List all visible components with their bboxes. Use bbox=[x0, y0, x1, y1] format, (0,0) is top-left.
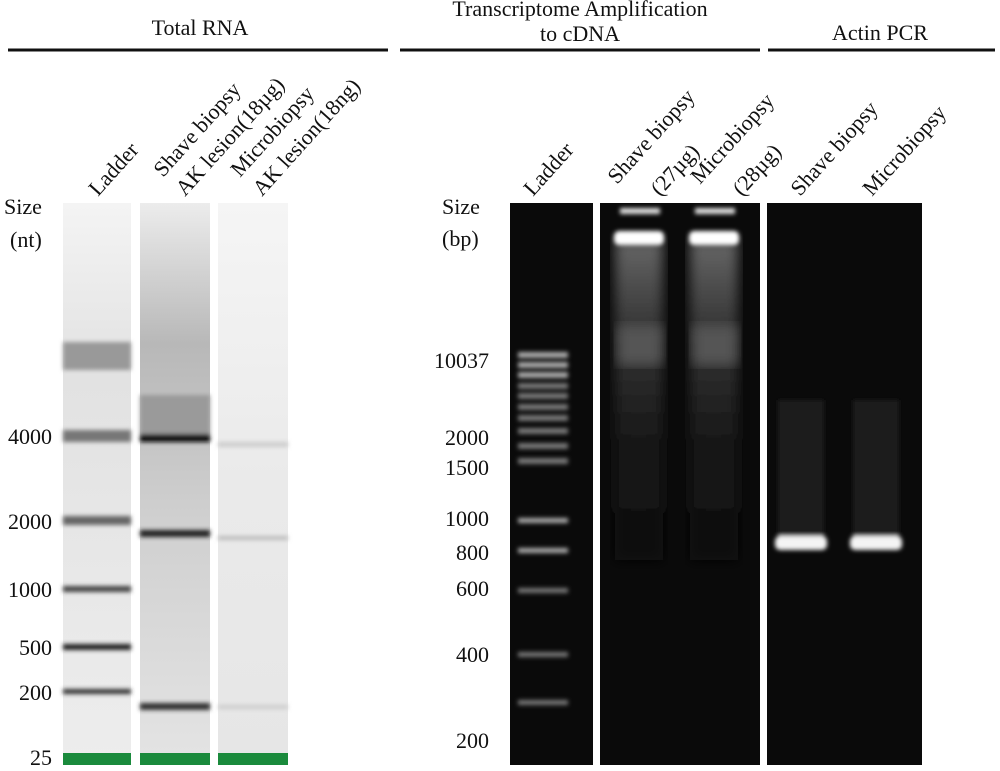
marker-label: 600 bbox=[456, 576, 489, 601]
size-label: (bp) bbox=[442, 226, 479, 251]
ladder-band bbox=[518, 428, 568, 434]
lane-label: Ladder bbox=[518, 137, 579, 201]
marker-label: 1000 bbox=[445, 506, 489, 531]
section-title: Transcriptome Amplification bbox=[452, 0, 707, 21]
gels bbox=[8, 48, 995, 765]
marker-label: 200 bbox=[19, 680, 52, 705]
ladder-band bbox=[518, 404, 568, 410]
marker-label: 500 bbox=[19, 635, 52, 660]
marker-label: 800 bbox=[456, 540, 489, 565]
lane-label: Ladder bbox=[83, 137, 144, 201]
size-label: Size bbox=[4, 194, 42, 219]
ladder-band bbox=[518, 518, 568, 523]
ladder-band bbox=[518, 415, 568, 421]
size-label: Size bbox=[442, 194, 480, 219]
section-title: to cDNA bbox=[540, 21, 620, 46]
ladder-band bbox=[518, 652, 568, 657]
ladder-band bbox=[518, 548, 568, 553]
marker-label: 4000 bbox=[8, 424, 52, 449]
ladder-band bbox=[518, 443, 568, 449]
ladder-band bbox=[518, 393, 568, 399]
marker-label: 1000 bbox=[8, 577, 52, 602]
marker-label: 1500 bbox=[445, 455, 489, 480]
size-label: (nt) bbox=[10, 227, 42, 252]
marker-label: 200 bbox=[456, 728, 489, 753]
marker-label: 2000 bbox=[8, 509, 52, 534]
ladder-band bbox=[518, 383, 568, 389]
section-title: Actin PCR bbox=[832, 20, 928, 45]
section-title: Total RNA bbox=[152, 15, 249, 40]
ladder-band bbox=[518, 362, 568, 368]
marker-label: 2000 bbox=[445, 425, 489, 450]
marker-label: 25 bbox=[30, 745, 52, 770]
marker-label: 400 bbox=[456, 642, 489, 667]
ladder-band bbox=[518, 588, 568, 593]
marker-label: 10037 bbox=[434, 348, 489, 373]
ladder-band bbox=[518, 458, 568, 464]
ladder-band bbox=[518, 372, 568, 378]
ladder-band bbox=[518, 700, 568, 705]
ladder-band bbox=[518, 352, 568, 358]
